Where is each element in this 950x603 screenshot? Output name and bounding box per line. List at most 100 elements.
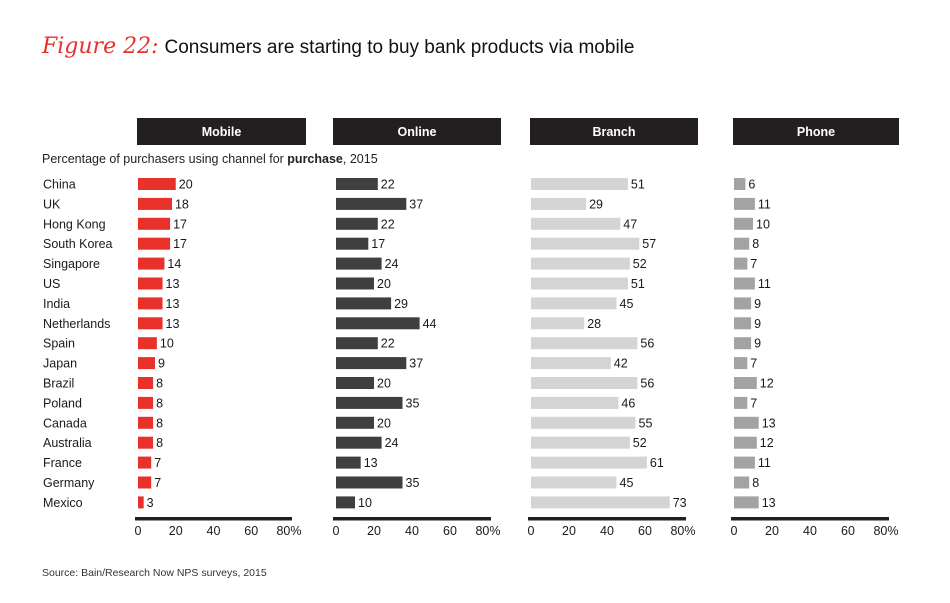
phone-tick-label: 40: [803, 524, 817, 538]
phone-bar: [734, 456, 755, 469]
online-value-label: 35: [406, 396, 420, 410]
online-value-label: 35: [406, 476, 420, 490]
online-header-label: Online: [398, 125, 437, 139]
phone-value-label: 11: [758, 277, 771, 291]
subtitle-bold: purchase: [287, 152, 343, 166]
category-label: Netherlands: [43, 317, 110, 331]
category-label: India: [43, 297, 70, 311]
branch-value-label: 52: [633, 436, 647, 450]
phone-value-label: 7: [750, 396, 757, 410]
branch-bar: [531, 496, 670, 509]
phone-bar: [734, 496, 759, 509]
branch-value-label: 42: [614, 357, 628, 371]
mobile-bar: [138, 416, 154, 429]
phone-tick-label: 80%: [873, 524, 898, 538]
online-value-label: 24: [385, 436, 399, 450]
chart-subtitle: Percentage of purchasers using channel f…: [42, 152, 378, 166]
online-bar: [336, 456, 361, 469]
online-bar: [336, 297, 392, 310]
online-bar: [336, 317, 420, 330]
phone-bar: [734, 317, 752, 330]
branch-value-label: 46: [621, 396, 635, 410]
category-label: Germany: [43, 476, 95, 490]
phone-header: [733, 118, 899, 145]
online-bar: [336, 277, 374, 290]
mobile-bar: [138, 476, 152, 489]
online-value-label: 44: [423, 317, 437, 331]
mobile-bar: [138, 456, 152, 469]
branch-bar: [531, 456, 647, 469]
category-label: US: [43, 277, 60, 291]
phone-value-label: 13: [762, 416, 776, 430]
mobile-header: [137, 118, 306, 145]
mobile-bar: [138, 496, 144, 509]
branch-header: [530, 118, 698, 145]
branch-tick-label: 80%: [670, 524, 695, 538]
category-label: Australia: [43, 436, 92, 450]
phone-value-label: 8: [752, 476, 759, 490]
phone-bar: [734, 277, 755, 290]
online-bar: [336, 257, 382, 270]
mobile-bar: [138, 297, 163, 310]
mobile-bar: [138, 396, 154, 409]
online-value-label: 22: [381, 217, 395, 231]
branch-value-label: 56: [640, 337, 654, 351]
phone-bar: [734, 297, 752, 310]
mobile-x-axis: [135, 517, 292, 521]
mobile-bar: [138, 237, 171, 250]
mobile-tick-label: 20: [169, 524, 183, 538]
online-value-label: 29: [394, 297, 408, 311]
branch-bar: [531, 416, 636, 429]
branch-value-label: 57: [642, 237, 656, 251]
mobile-value-label: 3: [147, 496, 154, 510]
mobile-bar: [138, 337, 157, 350]
phone-bar: [734, 396, 748, 409]
branch-bar: [531, 377, 638, 389]
online-bar: [336, 436, 382, 449]
category-label: South Korea: [43, 237, 113, 251]
mobile-value-label: 8: [156, 436, 163, 450]
phone-bar: [734, 416, 759, 429]
mobile-value-label: 8: [156, 396, 163, 410]
online-bar: [336, 237, 369, 250]
mobile-bar: [138, 277, 163, 290]
branch-value-label: 51: [631, 277, 645, 291]
mobile-tick-label: 0: [135, 524, 142, 538]
mobile-value-label: 17: [173, 237, 187, 251]
category-label: UK: [43, 197, 61, 211]
phone-bar: [734, 237, 750, 250]
category-label: Canada: [43, 416, 87, 430]
mobile-bar: [138, 317, 163, 330]
branch-value-label: 45: [620, 476, 634, 490]
online-value-label: 17: [371, 237, 385, 251]
chart-title: Consumers are starting to buy bank produ…: [164, 37, 635, 58]
mobile-value-label: 7: [154, 456, 161, 470]
branch-bar: [531, 277, 628, 290]
category-label: Singapore: [43, 257, 100, 271]
online-value-label: 22: [381, 337, 395, 351]
branch-bar: [531, 257, 630, 270]
online-bar: [336, 178, 378, 190]
online-bar: [336, 496, 355, 509]
mobile-value-label: 14: [167, 257, 181, 271]
mobile-bar: [138, 178, 176, 190]
phone-value-label: 7: [750, 357, 757, 371]
figure-label: Figure 22:: [42, 34, 159, 59]
online-bar: [336, 476, 403, 489]
subtitle-suffix: , 2015: [342, 152, 378, 166]
mobile-value-label: 9: [158, 357, 165, 371]
category-label: France: [43, 456, 82, 470]
mobile-value-label: 10: [160, 337, 174, 351]
phone-bar: [734, 197, 755, 210]
online-bar: [336, 217, 378, 230]
branch-value-label: 52: [633, 257, 647, 271]
online-value-label: 24: [385, 257, 399, 271]
online-bar: [336, 377, 374, 389]
online-value-label: 20: [377, 377, 391, 391]
online-value-label: 20: [377, 277, 391, 291]
online-bar: [336, 337, 378, 350]
mobile-header-label: Mobile: [202, 125, 242, 139]
branch-tick-label: 20: [562, 524, 576, 538]
online-bar: [336, 197, 407, 210]
